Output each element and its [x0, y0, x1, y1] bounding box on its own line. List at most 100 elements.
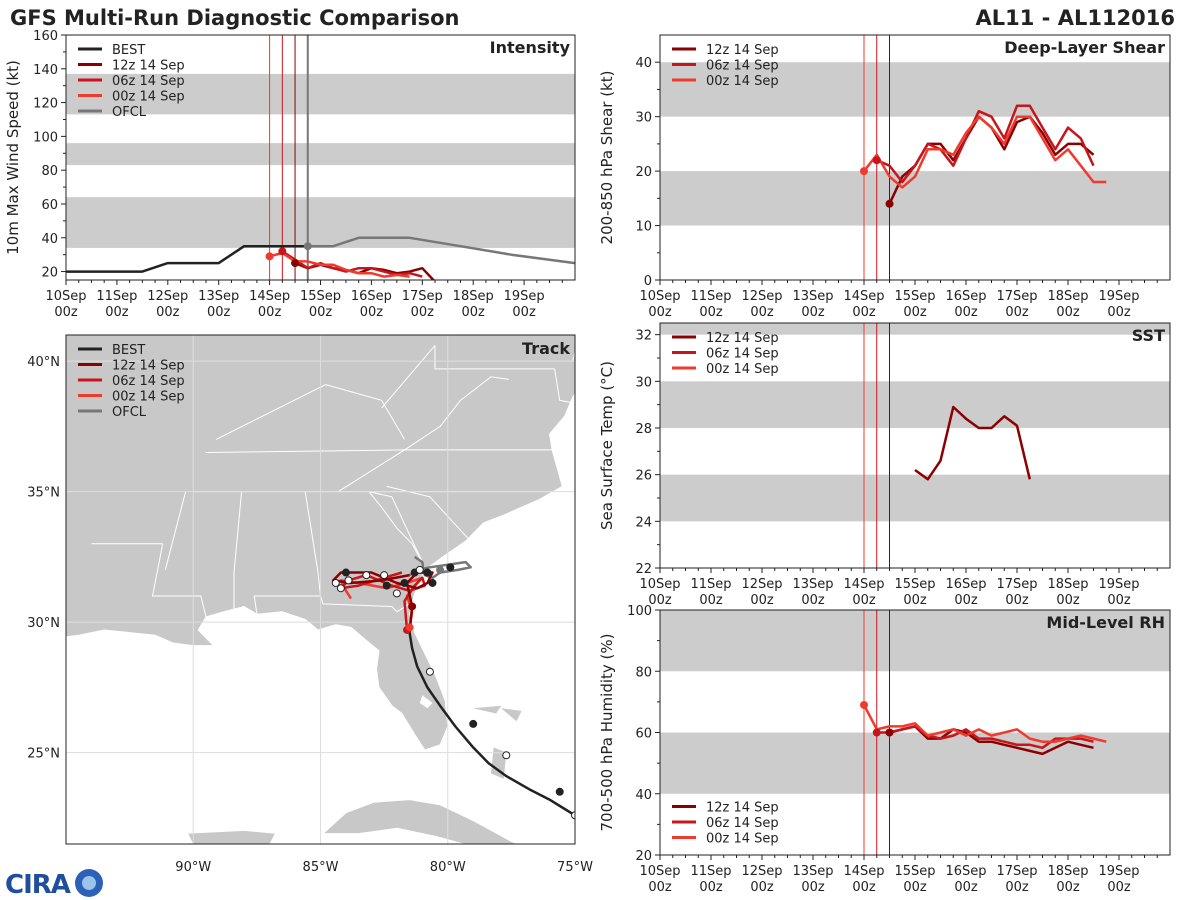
rh-xtick-label-hour: 00z	[1056, 880, 1080, 895]
sst-xtick-label-day: 15Sep	[894, 577, 935, 592]
shear-band-0	[660, 171, 1170, 226]
track-point-best	[425, 667, 434, 676]
shear-legend-label: 06z 14 Sep	[706, 59, 779, 74]
sst-xtick-label-hour: 00z	[903, 593, 927, 608]
shear-xtick-label-hour: 00z	[954, 305, 978, 320]
sst-title: SST	[1132, 326, 1165, 345]
intensity-xtick-label-day: 18Sep	[453, 289, 494, 304]
intensity-legend-label: 00z 14 Sep	[112, 90, 185, 105]
sst-xtick-label-hour: 00z	[954, 593, 978, 608]
intensity-xtick-label-day: 10Sep	[45, 289, 86, 304]
state-border	[233, 491, 243, 612]
shear-ytick-label: 10	[635, 220, 652, 235]
track-point-ofcl	[436, 565, 445, 574]
intensity-band-0	[66, 197, 575, 248]
intensity-marker-run06	[278, 247, 287, 256]
shear-xtick-label-day: 19Sep	[1098, 289, 1139, 304]
track-point-best	[423, 568, 432, 577]
shear-title: Deep-Layer Shear	[1004, 38, 1165, 57]
track-legend-label: 12z 14 Sep	[112, 359, 185, 374]
sst-xtick-label-day: 16Sep	[945, 577, 986, 592]
intensity-band-2	[66, 73, 575, 115]
rh-xtick-label-day: 14Sep	[843, 864, 884, 879]
sst-xtick-label-hour: 00z	[852, 593, 876, 608]
state-border	[572, 350, 575, 362]
track-point-best	[331, 578, 340, 587]
sst-xtick-label-day: 13Sep	[792, 577, 833, 592]
sst-xtick-label-day: 18Sep	[1047, 577, 1088, 592]
shear-xtick-label-hour: 00z	[903, 305, 927, 320]
shear-plot-area	[660, 35, 1170, 280]
state-border	[368, 491, 426, 568]
cira-logo-text: CIRA	[5, 870, 71, 900]
sst-legend-label: 06z 14 Sep	[706, 347, 779, 362]
intensity-xtick-label-day: 19Sep	[504, 289, 545, 304]
shear-xtick-label-hour: 00z	[852, 305, 876, 320]
sst-ytick-label: 26	[635, 469, 652, 484]
intensity-xtick-label-hour: 00z	[411, 305, 435, 320]
shear-marker-run06	[872, 156, 881, 165]
rh-ytick-label: 40	[635, 788, 652, 803]
rh-band-1	[660, 610, 1170, 672]
rh-xtick-label-hour: 00z	[1005, 880, 1029, 895]
figure-title: GFS Multi-Run Diagnostic Comparison	[10, 6, 459, 30]
rh-series-run12	[889, 725, 1094, 756]
storm-id: AL11 - AL112016	[976, 6, 1176, 30]
sst-xtick-label-day: 14Sep	[843, 577, 884, 592]
rh-ytick-label: 60	[635, 727, 652, 742]
intensity-xtick-label-hour: 00z	[258, 305, 282, 320]
intensity-ytick-label: 120	[33, 97, 58, 112]
rh-xtick-label-day: 16Sep	[945, 864, 986, 879]
intensity-band-1	[66, 143, 575, 166]
shear-xtick-label-day: 18Sep	[1047, 289, 1088, 304]
shear-series-run06	[876, 104, 1095, 184]
rh-xtick-label-day: 19Sep	[1098, 864, 1139, 879]
state-border	[205, 449, 405, 453]
sst-xtick-label-hour: 00z	[648, 593, 672, 608]
intensity-xtick-label-day: 12Sep	[147, 289, 188, 304]
shear-xtick-label-hour: 00z	[1107, 305, 1131, 320]
track-lon-label: 85°W	[303, 860, 339, 875]
intensity-ytick-label: 20	[41, 266, 58, 281]
shear-xtick-label-hour: 00z	[1056, 305, 1080, 320]
rh-xtick-label-hour: 00z	[903, 880, 927, 895]
intensity-marker-run12	[291, 259, 300, 268]
track-point-best	[344, 576, 353, 585]
track-lon-label: 90°W	[175, 860, 211, 875]
intensity-xtick-label-hour: 00z	[207, 305, 231, 320]
sst-panel: 22242628303210Sep00z11Sep00z12Sep00z13Se…	[598, 322, 1171, 608]
shear-ytick-label: 30	[635, 111, 652, 126]
shear-xtick-label-day: 15Sep	[894, 289, 935, 304]
intensity-ytick-label: 100	[33, 130, 58, 145]
rh-xtick-label-hour: 00z	[699, 880, 723, 895]
state-border	[215, 384, 326, 440]
intensity-legend-label: 12z 14 Sep	[112, 59, 185, 74]
track-point-best	[392, 589, 401, 598]
track-series-best	[408, 632, 575, 817]
sst-ytick-label: 28	[635, 422, 652, 437]
intensity-xtick-label-day: 14Sep	[249, 289, 290, 304]
rh-legend-label: 06z 14 Sep	[706, 816, 779, 831]
intensity-plot-area	[66, 35, 575, 280]
intensity-xtick-label-day: 11Sep	[96, 289, 137, 304]
rh-band-0	[660, 732, 1170, 794]
shear-xtick-label-day: 14Sep	[843, 289, 884, 304]
land-yucatan	[188, 830, 275, 844]
track-series-run06	[339, 571, 427, 631]
shear-legend-label: 00z 14 Sep	[706, 74, 779, 89]
land-bahamas-abaco	[501, 708, 522, 722]
shear-xtick-label-day: 10Sep	[639, 289, 680, 304]
rh-series-run06	[876, 725, 1094, 750]
track-point-best	[336, 584, 345, 593]
rh-series-run00	[862, 704, 1107, 743]
intensity-title: Intensity	[490, 38, 571, 57]
intensity-ylabel: 10m Max Wind Speed (kt)	[4, 60, 22, 255]
track-point-best	[362, 571, 371, 580]
track-lat-label: 25°N	[27, 747, 60, 762]
sst-xtick-label-hour: 00z	[801, 593, 825, 608]
state-border	[434, 345, 555, 370]
track-point-best	[555, 787, 564, 796]
shear-xtick-label-hour: 00z	[801, 305, 825, 320]
